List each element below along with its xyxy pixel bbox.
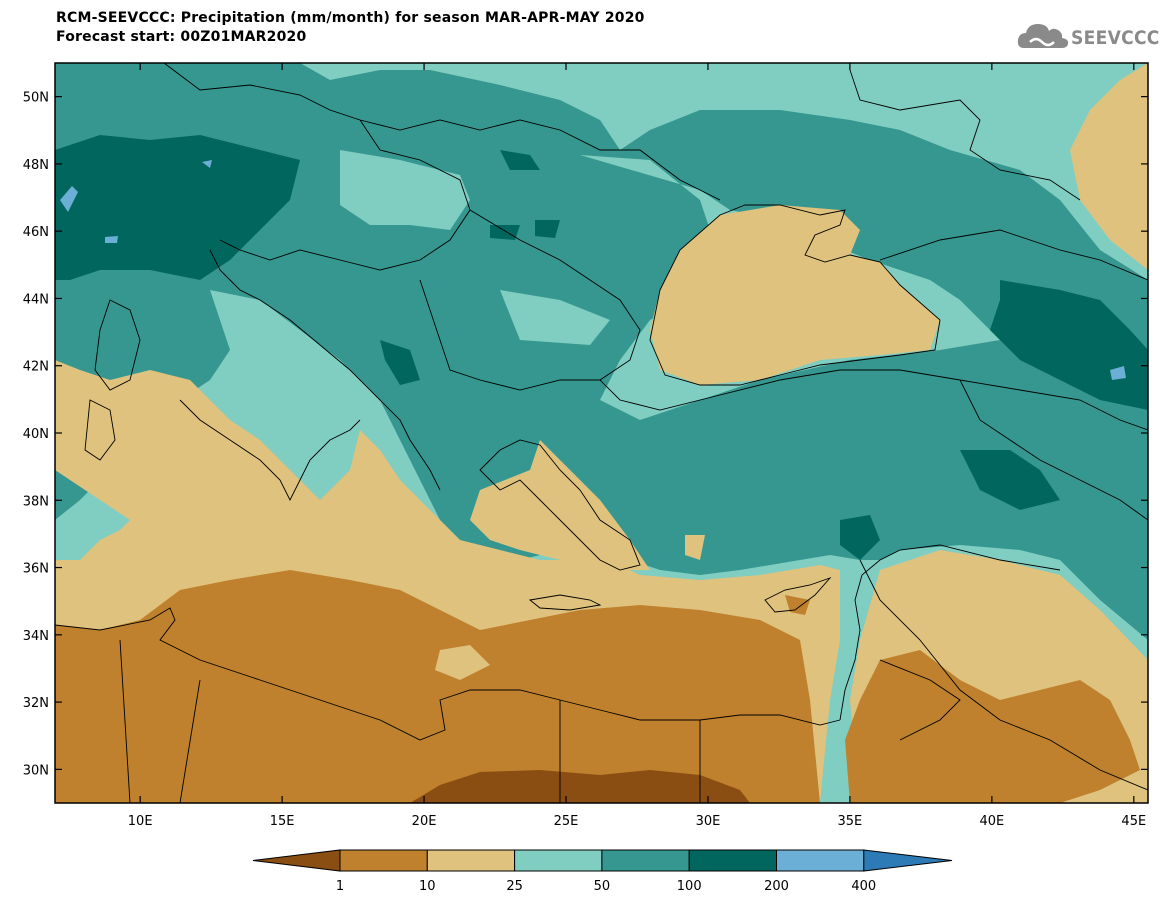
precip-band-100-200-taurus [840, 515, 880, 560]
colorbar-segment [688, 849, 778, 872]
colorbar-level-label: 200 [764, 879, 789, 894]
precip-band-100-200-b [535, 220, 560, 238]
lat-tick-label: 38N [23, 494, 49, 509]
precip-band-100-200-carpathians [500, 150, 540, 170]
lat-tick-label: 30N [23, 763, 49, 778]
lat-tick-label: 48N [23, 158, 49, 173]
precip-band-100-200-dinarides [380, 340, 420, 385]
lon-tick-label: 15E [270, 814, 295, 829]
colorbar-level-label: 10 [419, 879, 436, 894]
precip-band-1-10-north-africa [55, 570, 820, 803]
lat-tick-label: 32N [23, 696, 49, 711]
lon-tick-label: 20E [412, 814, 437, 829]
lat-tick-label: 36N [23, 562, 49, 577]
cloud-icon [1017, 24, 1069, 48]
colorbar-high-arrow [863, 849, 953, 872]
precip-band-10-25-rhodes [685, 535, 705, 560]
colorbar-low-arrow [252, 849, 341, 872]
colorbar-level-label: 1 [336, 879, 344, 894]
precip-band-10-25-aegean [470, 440, 650, 570]
precip-band-10-25-cyrenaica [435, 645, 490, 680]
colorbar-segment [601, 849, 690, 872]
precip-band-100-200-a [490, 225, 520, 240]
precip-band-100-200-e-turkey [960, 450, 1060, 510]
map-title: RCM-SEEVCCC: Precipitation (mm/month) fo… [56, 10, 645, 26]
precip-band-1-10-arabia [845, 650, 1140, 803]
lon-tick-label: 35E [838, 814, 863, 829]
precip-band-200-400-a [60, 186, 78, 212]
seevccc-logo: SEEVCCC [1016, 18, 1159, 58]
precip-band-200-400-c [202, 160, 212, 168]
precipitation-field [55, 63, 1148, 803]
precip-band-25-50-balkan [500, 290, 610, 345]
precip-band-100-200-alps [55, 135, 300, 280]
lon-tick-label: 30E [696, 814, 721, 829]
lon-tick-label: 40E [979, 814, 1004, 829]
precip-band-10-25-blacksea [650, 205, 940, 385]
colorbar-level-label: 100 [677, 879, 702, 894]
lat-tick-label: 46N [23, 225, 49, 240]
precip-band-200-400-d [1110, 366, 1126, 380]
latitude-axis: 50N 48N 46N 44N 42N 40N 38N 36N 34N 32N 30N [23, 91, 1148, 778]
lon-tick-label: 10E [128, 814, 153, 829]
lon-tick-label: 45E [1121, 814, 1146, 829]
colorbar-segment [776, 849, 865, 872]
lon-tick-label: 25E [554, 814, 579, 829]
precip-band-25-50-north [300, 63, 1148, 280]
precip-band-10-25-ne [1070, 63, 1148, 270]
colorbar: 1 10 25 50 100 200 400 [252, 849, 953, 894]
coastlines-and-borders [55, 63, 1148, 803]
precip-band-200-400-b [105, 236, 118, 243]
precip-band-50-100-turkey [440, 380, 1148, 540]
precip-band-25-50-hungary [340, 150, 470, 230]
lat-tick-label: 44N [23, 292, 49, 307]
logo-text: SEEVCCC [1071, 27, 1160, 49]
colorbar-level-label: 50 [594, 879, 611, 894]
lat-tick-label: 50N [23, 91, 49, 106]
lat-tick-label: 40N [23, 427, 49, 442]
lat-tick-label: 42N [23, 360, 49, 375]
colorbar-level-label: 25 [506, 879, 523, 894]
precip-band-below-1 [410, 770, 750, 803]
forecast-start-label: Forecast start: 00Z01MAR2020 [56, 29, 307, 45]
precip-band-100-200-caucasus [990, 280, 1148, 410]
colorbar-segment [426, 849, 516, 872]
colorbar-segment [339, 849, 428, 872]
longitude-axis: 10E 15E 20E 25E 30E 35E 40E 45E [128, 63, 1146, 829]
colorbar-level-label: 400 [851, 879, 876, 894]
lat-tick-label: 34N [23, 629, 49, 644]
colorbar-segment [514, 849, 603, 872]
